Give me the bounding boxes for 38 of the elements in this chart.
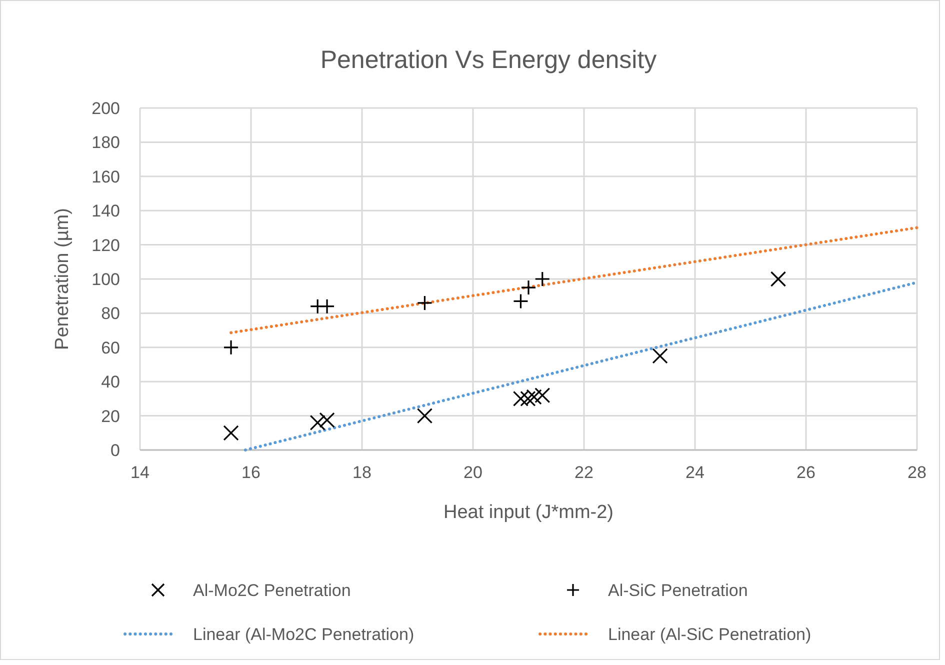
x-axis-title: Heat input (J*mm-2) <box>444 502 614 523</box>
y-tick-label: 120 <box>92 236 120 255</box>
point <box>520 280 536 296</box>
point <box>770 271 786 287</box>
x-tick-label: 16 <box>242 463 260 482</box>
point <box>223 425 239 441</box>
y-tick-label: 160 <box>92 167 120 186</box>
y-tick-label: 60 <box>101 338 120 358</box>
point <box>319 298 335 314</box>
legend-label: Linear (Al-SiC Penetration) <box>608 625 812 644</box>
y-axis-title: Penetration (µm) <box>52 208 73 350</box>
point <box>319 412 335 428</box>
y-tick-label: 80 <box>101 304 120 324</box>
legend-label: Al-Mo2C Penetration <box>193 581 351 600</box>
chart-title: Penetration Vs Energy density <box>320 46 658 74</box>
y-tick-label: 20 <box>101 406 120 426</box>
point <box>652 348 668 364</box>
point <box>223 340 239 356</box>
y-tick-label: 180 <box>92 133 120 152</box>
y-tick-label: 200 <box>92 99 120 118</box>
x-tick-label: 24 <box>686 463 704 482</box>
point <box>512 293 529 310</box>
x-tick-label: 26 <box>796 463 816 482</box>
x-tick-label: 28 <box>908 463 926 482</box>
y-tick-label: 0 <box>110 441 120 460</box>
x-tick-label: 14 <box>130 463 150 482</box>
legend-label: Al-SiC Penetration <box>608 581 748 600</box>
y-tick-label: 100 <box>92 270 120 289</box>
point <box>534 271 550 287</box>
point <box>416 295 433 311</box>
legend-label: Linear (Al-Mo2C Penetration) <box>193 625 414 644</box>
x-tick-label: 18 <box>352 463 372 482</box>
x-tick-label: 20 <box>464 463 482 482</box>
y-tick-label: 140 <box>92 202 120 221</box>
x-tick-label: 22 <box>574 463 594 482</box>
y-tick-label: 40 <box>101 372 120 392</box>
point <box>416 408 433 424</box>
point <box>310 414 326 430</box>
